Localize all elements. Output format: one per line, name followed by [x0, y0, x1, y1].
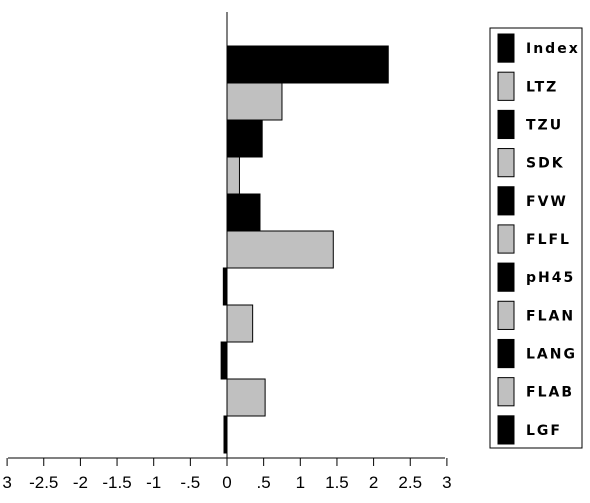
x-tick-label: -2	[73, 473, 88, 492]
legend-swatch-lgf	[497, 415, 515, 445]
legend-label-lang: LANG	[526, 347, 577, 363]
legend-label-flab: FLAB	[526, 385, 574, 401]
legend-swatch-fvw	[497, 186, 515, 216]
bar-flan	[226, 304, 254, 343]
x-tick-label: -.5	[180, 473, 200, 492]
legend-swatch-lang	[497, 338, 515, 369]
bar-fvw	[226, 193, 261, 232]
bar-tzu	[226, 119, 263, 158]
legend-swatch-sdk	[497, 148, 515, 178]
x-tick-label: 1.5	[325, 473, 349, 492]
legend-label-tzu: TZU	[526, 117, 563, 133]
x-tick-label: -2.5	[29, 473, 58, 492]
x-tick-label: -1	[146, 473, 161, 492]
bar-ph45	[222, 267, 228, 306]
legend-swatch-index	[497, 33, 515, 63]
bar-index	[226, 45, 389, 84]
legend-label-flfl: FLFL	[526, 232, 571, 248]
legend-label-ltz: LTZ	[526, 79, 558, 95]
x-tick-label: 2	[369, 473, 378, 492]
x-axis: 3 -2.5 -2 -1.5 -1 -.5 0 .5 1 1.5 2 2.5 3	[2, 457, 452, 492]
bar-ltz	[226, 82, 283, 121]
legend-swatch-flan	[497, 300, 515, 330]
legend-label-flan: FLAN	[526, 308, 575, 324]
plot-area	[220, 12, 389, 458]
x-tick-label: 1	[296, 473, 305, 492]
legend-swatch-ph45	[497, 262, 515, 292]
legend: Index LTZ TZU SDK FVW FLFL pH45 FLAN LANG FLAB LGF	[489, 27, 583, 449]
legend-swatch-flab	[497, 377, 515, 407]
x-tick-label: 2.5	[398, 473, 422, 492]
legend-label-sdk: SDK	[526, 156, 565, 172]
x-tick-label: 3	[2, 473, 11, 492]
x-tick-label: 0	[222, 473, 231, 492]
legend-swatch-tzu	[497, 109, 515, 140]
legend-swatch-flfl	[497, 224, 515, 254]
bar-lgf	[223, 415, 228, 454]
bar-flab	[226, 378, 266, 417]
x-tick-label: .5	[257, 473, 271, 492]
legend-swatch-ltz	[497, 71, 515, 101]
legend-label-ph45: pH45	[526, 270, 575, 286]
x-tick-label: -1.5	[102, 473, 131, 492]
bar-sdk	[226, 156, 240, 195]
legend-label-index: Index	[526, 41, 580, 57]
legend-label-lgf: LGF	[526, 423, 562, 439]
legend-label-fvw: FVW	[526, 194, 568, 210]
bar-flfl	[226, 230, 334, 269]
x-tick-label: 3	[442, 473, 451, 492]
bar-lang	[220, 341, 228, 380]
